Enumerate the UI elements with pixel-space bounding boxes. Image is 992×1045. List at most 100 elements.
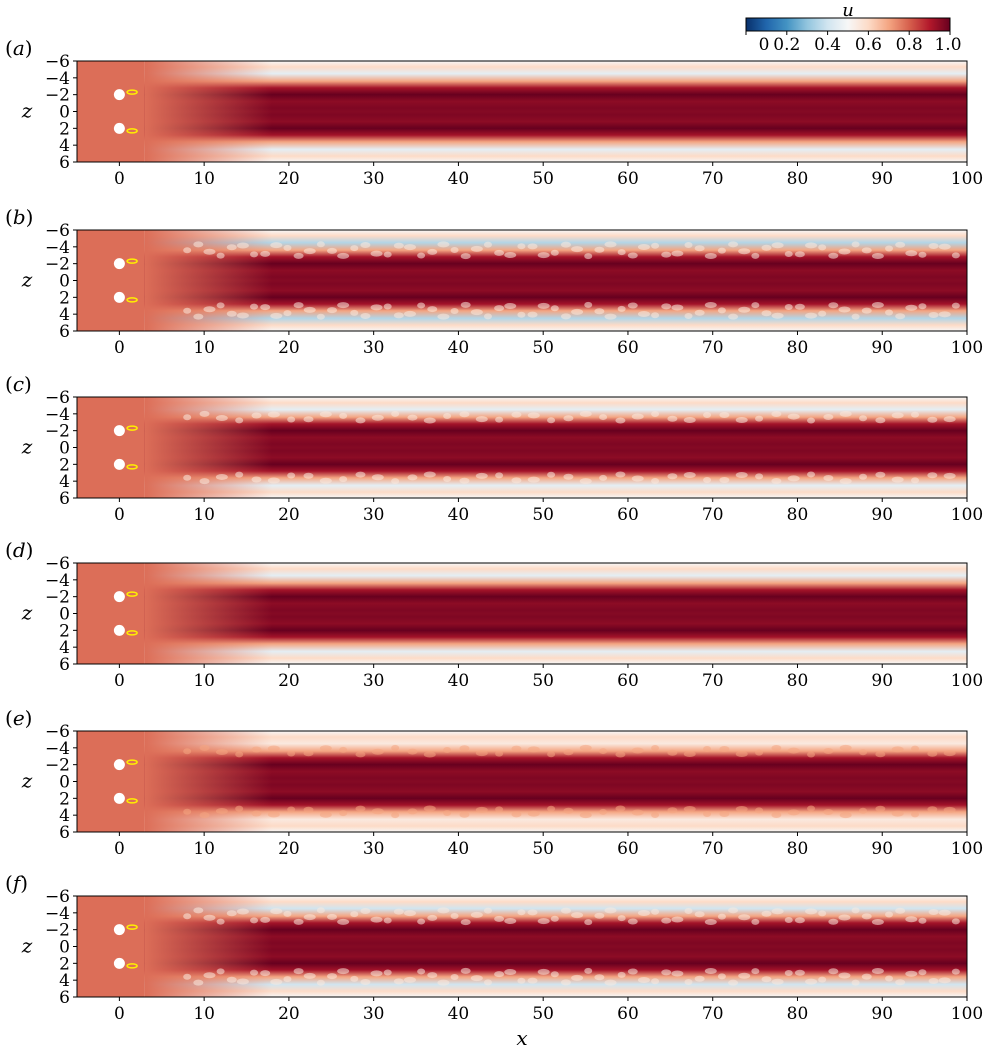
- x-tick-label: 90: [871, 671, 893, 691]
- vortex-structure: [370, 250, 383, 257]
- x-tick-label: 0: [114, 169, 125, 189]
- vortex-structure: [391, 478, 400, 485]
- vortex-structure: [615, 417, 626, 424]
- vortex-structure: [550, 915, 559, 922]
- vortex-structure: [807, 417, 816, 424]
- vortex-structure: [891, 412, 904, 419]
- x-tick-label: 100: [951, 505, 983, 525]
- vortex-structure: [183, 808, 192, 815]
- vortex-structure: [928, 312, 939, 319]
- x-tick-label: 20: [278, 169, 300, 189]
- y-tick-label: −2: [45, 422, 70, 442]
- vortex-structure: [604, 907, 617, 914]
- vortex-structure: [751, 918, 760, 925]
- vortex-structure: [918, 917, 927, 924]
- vortex-structure: [407, 474, 418, 481]
- vortex-structure: [437, 979, 450, 986]
- y-axis-label: z: [21, 99, 33, 123]
- x-tick-label: 60: [617, 839, 639, 859]
- vortex-structure: [236, 242, 249, 249]
- wake-region: [144, 61, 967, 162]
- vortex-structure: [671, 970, 684, 977]
- y-tick-label: 0: [59, 605, 70, 625]
- vortex-structure: [823, 809, 834, 816]
- vortex-structure: [517, 977, 526, 984]
- vortex-structure: [911, 811, 920, 818]
- x-tick-label: 80: [787, 338, 809, 358]
- vortex-structure: [571, 974, 584, 981]
- vortex-structure: [694, 975, 705, 982]
- colorbar-tick-label: 0.6: [855, 35, 882, 55]
- vortex-structure: [355, 805, 366, 812]
- vortex-structure: [327, 973, 338, 980]
- vortex-structure: [683, 416, 696, 423]
- vortex-structure: [236, 978, 249, 985]
- vortex-structure: [735, 471, 748, 478]
- vortex-structure: [761, 976, 772, 983]
- vortex-structure: [251, 476, 262, 483]
- vortex-structure: [460, 253, 471, 260]
- x-tick-label: 50: [532, 671, 554, 691]
- vortex-structure: [719, 412, 730, 419]
- vortex-structure: [927, 806, 938, 813]
- vortex-structure: [293, 302, 304, 309]
- x-tick-label: 100: [951, 839, 983, 859]
- x-tick-label: 70: [702, 505, 724, 525]
- vortex-structure: [895, 907, 906, 914]
- vortex-structure: [460, 919, 471, 926]
- vortex-structure: [938, 977, 951, 984]
- vortex-structure: [905, 970, 918, 977]
- vortex-structure: [761, 910, 772, 917]
- vortex-structure: [761, 244, 772, 251]
- vortex-structure: [637, 977, 650, 984]
- vortex-structure: [631, 809, 644, 816]
- vortex-structure: [918, 251, 927, 258]
- vortex-structure: [360, 978, 371, 985]
- vortex-structure: [287, 416, 296, 423]
- x-tick-label: 50: [532, 505, 554, 525]
- vortex-structure: [805, 312, 818, 319]
- vortex-structure: [755, 473, 764, 480]
- vortex-structure: [667, 415, 678, 422]
- vortex-structure: [875, 417, 886, 424]
- vortex-structure: [771, 978, 784, 985]
- x-tick-label: 90: [871, 839, 893, 859]
- vortex-structure: [571, 246, 584, 253]
- vortex-structure: [215, 807, 228, 814]
- vortex-structure: [183, 414, 192, 421]
- y-tick-label: 4: [59, 806, 70, 826]
- y-tick-label: 6: [59, 823, 70, 843]
- x-tick-label: 20: [278, 839, 300, 859]
- vortex-structure: [905, 304, 918, 311]
- vortex-structure: [560, 241, 571, 248]
- vortex-structure: [684, 313, 693, 320]
- y-tick-label: 6: [59, 655, 70, 675]
- vortex-structure: [495, 416, 504, 423]
- x-tick-label: 20: [278, 505, 300, 525]
- vortex-structure: [951, 252, 960, 259]
- wake-region: [144, 563, 967, 664]
- x-tick-label: 70: [702, 1004, 724, 1024]
- y-tick-label: 4: [59, 305, 70, 325]
- vortex-structure: [651, 745, 660, 752]
- y-axis-label: z: [21, 435, 33, 459]
- vortex-structure: [527, 810, 540, 817]
- recirculation-contour: [126, 630, 138, 636]
- vortex-structure: [504, 968, 517, 975]
- vortex-structure: [704, 302, 717, 309]
- vortex-structure: [355, 471, 366, 478]
- vortex-structure: [794, 917, 805, 924]
- vortex-structure: [563, 473, 574, 480]
- x-tick-label: 30: [363, 839, 385, 859]
- vortex-structure: [270, 242, 283, 249]
- vortex-structure: [771, 242, 784, 249]
- vortex-structure: [818, 310, 827, 317]
- vortex-structure: [450, 246, 459, 253]
- vortex-structure: [627, 252, 638, 259]
- y-tick-label: −2: [45, 255, 70, 275]
- y-axis-label: z: [21, 268, 33, 292]
- vortex-structure: [483, 313, 492, 320]
